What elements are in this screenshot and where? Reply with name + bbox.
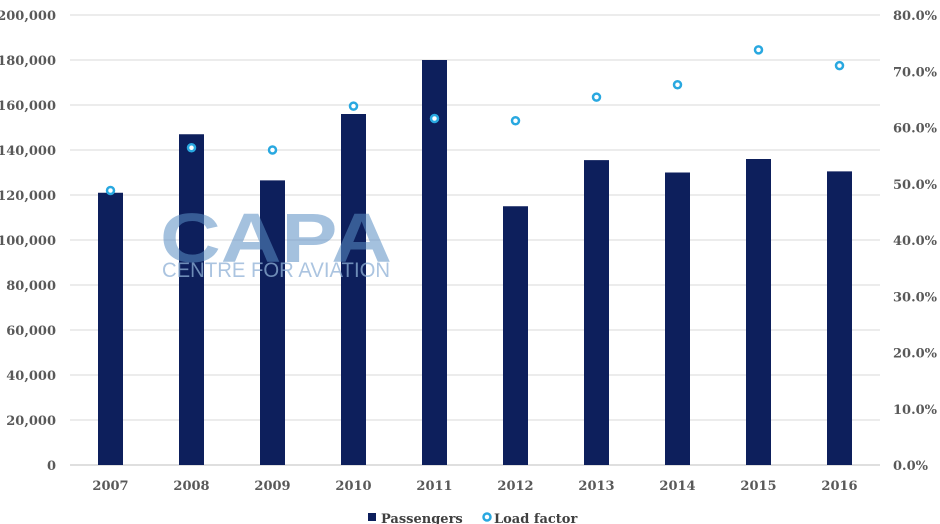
bar-2016 — [827, 171, 852, 465]
passengers-bars — [98, 60, 852, 465]
right-tick-label: 10.0% — [893, 403, 938, 418]
capa-watermark: CAPA CENTRE FOR AVIATION — [160, 199, 392, 282]
load-factor-point-2016 — [834, 60, 845, 71]
bar-2013 — [584, 160, 609, 465]
x-tick-label: 2011 — [416, 479, 452, 494]
x-tick-label: 2014 — [659, 479, 695, 494]
right-axis: 0.0% 10.0% 20.0% 30.0% 40.0% 50.0% 60.0% 70.0% 8… — [893, 9, 938, 474]
load-factor-point-2012 — [510, 116, 521, 126]
right-tick-label: 80.0% — [893, 9, 938, 24]
legend: Passengers Load factor — [368, 512, 577, 524]
left-tick-label: 40,000 — [6, 369, 56, 384]
x-tick-label: 2007 — [92, 479, 128, 494]
left-tick-label: 80,000 — [6, 279, 56, 294]
x-tick-label: 2008 — [173, 479, 209, 494]
x-tick-label: 2015 — [740, 479, 776, 494]
left-tick-label: 200,000 — [0, 9, 56, 24]
legend-load-factor-marker — [482, 512, 492, 522]
left-tick-label: 160,000 — [0, 99, 56, 114]
bar-2008 — [179, 134, 204, 465]
bar-2007 — [98, 192, 123, 465]
load-factor-point-2014 — [672, 80, 683, 90]
right-tick-label: 60.0% — [893, 122, 938, 137]
bar-2012 — [503, 206, 528, 465]
x-tick-label: 2012 — [497, 479, 533, 494]
bar-2009 — [260, 180, 285, 465]
x-tick-label: 2009 — [254, 479, 290, 494]
left-tick-label: 140,000 — [0, 144, 56, 159]
legend-passengers-swatch — [368, 513, 376, 521]
x-axis: 2007 2008 2009 2010 2011 2012 2013 2014 2015 2016 — [92, 479, 857, 494]
load-factor-point-2013 — [591, 92, 602, 102]
load-factor-points — [105, 45, 845, 196]
legend-passengers-label: Passengers — [381, 512, 463, 524]
right-tick-label: 70.0% — [893, 65, 938, 80]
left-tick-label: 180,000 — [0, 54, 56, 69]
gridlines — [70, 14, 880, 466]
load-factor-point-2015 — [753, 45, 764, 55]
right-tick-label: 50.0% — [893, 178, 938, 193]
bar-2011 — [422, 60, 447, 465]
right-tick-label: 30.0% — [893, 290, 938, 305]
bar-2014 — [665, 172, 690, 465]
x-tick-label: 2013 — [578, 479, 614, 494]
left-tick-label: 20,000 — [6, 414, 56, 429]
legend-load-factor-label: Load factor — [494, 512, 577, 524]
right-tick-label: 20.0% — [893, 347, 938, 362]
left-axis: 0 20,000 40,000 60,000 80,000 100,000 120,000 1… — [0, 9, 56, 474]
left-tick-label: 60,000 — [6, 324, 56, 339]
left-tick-label: 100,000 — [0, 234, 56, 249]
watermark-tagline: CENTRE FOR AVIATION — [162, 259, 390, 282]
right-tick-label: 0.0% — [893, 459, 929, 474]
x-tick-label: 2010 — [335, 479, 371, 494]
load-factor-point-2008 — [186, 143, 197, 153]
load-factor-point-2007 — [105, 185, 116, 196]
right-tick-label: 40.0% — [893, 234, 938, 249]
left-tick-label: 0 — [47, 459, 56, 474]
watermark-logo: CAPA — [160, 199, 392, 277]
x-tick-label: 2016 — [821, 479, 857, 494]
left-tick-label: 120,000 — [0, 189, 56, 204]
load-factor-point-2009 — [267, 145, 278, 155]
load-factor-point-2011 — [429, 113, 440, 124]
load-factor-point-2010 — [348, 101, 359, 111]
bar-2010 — [341, 114, 366, 465]
bar-2015 — [746, 159, 771, 465]
